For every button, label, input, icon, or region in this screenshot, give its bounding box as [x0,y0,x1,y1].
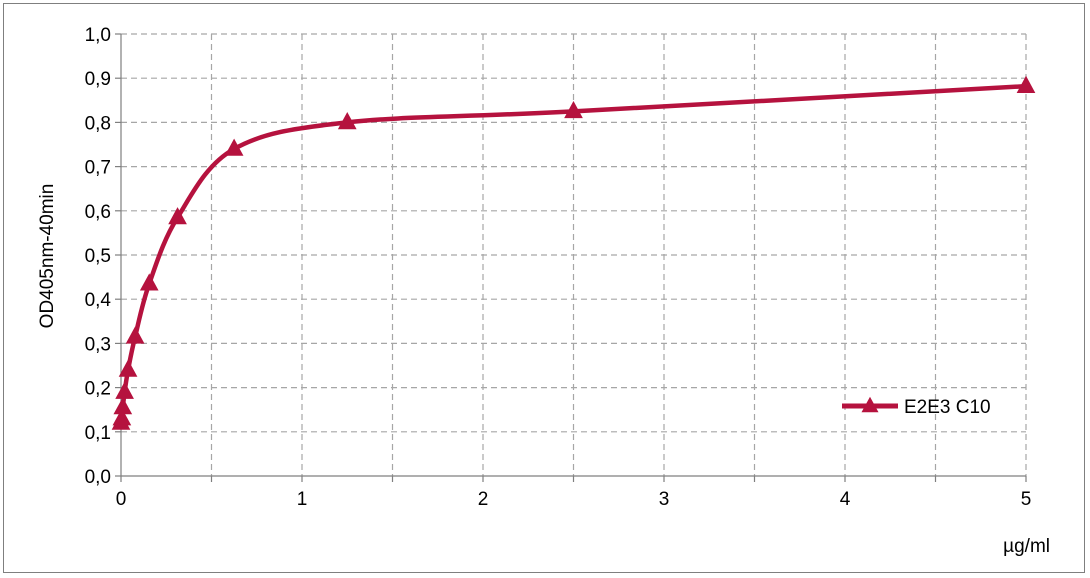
data-point-triangle-marker [139,273,159,291]
y-tick-label: 0,0 [85,467,111,488]
x-axis-tick-labels: 0 1 2 3 4 5 [116,489,1032,510]
grid-layer [115,33,1027,482]
y-axis-tick-labels: 0,0 0,1 0,2 0,3 0,4 0,5 0,6 0,7 0,8 0,9 1,0 [85,25,112,488]
x-tick-label: 0 [116,489,127,510]
data-point-triangle-marker [224,138,244,156]
y-axis-title: OD405nm-40min [37,184,58,329]
y-tick-label: 0,1 [85,423,111,444]
data-point-triangle-marker [1016,75,1036,93]
data-point-triangle-marker [337,112,357,130]
data-point-triangle-marker [168,207,187,225]
x-tick-label: 5 [1021,489,1032,510]
data-point-triangle-marker [564,101,583,119]
y-tick-label: 1,0 [85,25,111,46]
series-layer [111,75,1036,430]
data-point-triangle-marker [115,381,134,399]
legend-label: E2E3 C10 [904,397,991,418]
data-point-triangle-marker [112,408,132,426]
x-tick-label: 4 [840,489,851,510]
data-point-triangle-marker [113,397,133,415]
y-tick-label: 0,3 [85,334,111,355]
y-tick-label: 0,6 [85,202,111,223]
y-tick-label: 0,7 [85,158,111,179]
x-tick-label: 3 [659,489,670,510]
data-point-triangle-marker [125,326,145,344]
x-tick-label: 1 [297,489,308,510]
x-tick-label: 2 [478,489,489,510]
y-tick-label: 0,5 [85,246,111,267]
x-axis-title: µg/ml [1003,536,1050,557]
legend-triangle-marker-icon [861,396,879,413]
y-tick-label: 0,8 [85,113,111,134]
data-point-triangle-marker [118,359,138,377]
y-tick-label: 0,9 [85,69,111,90]
chart-frame [3,3,1085,573]
y-tick-label: 0,4 [85,290,112,311]
legend: E2E3 C10 [842,396,991,418]
y-tick-label: 0,2 [85,379,111,400]
